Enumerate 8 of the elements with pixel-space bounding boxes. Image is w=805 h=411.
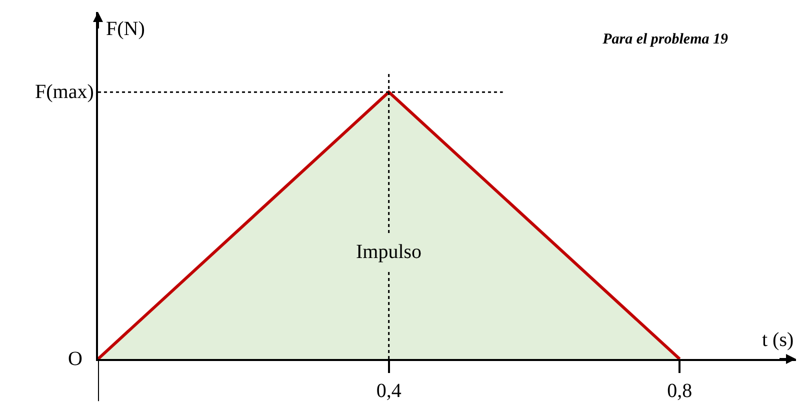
ref-line-label: F(max) (35, 81, 94, 103)
annotation: O (68, 348, 82, 370)
chart-title: Para el problema 19 (602, 31, 728, 48)
y-axis-title: F(N) (106, 18, 145, 40)
annotation: Impulso (356, 241, 422, 263)
x-tick-label: 0,4 (376, 380, 402, 402)
x-tick-label: 0,8 (667, 380, 692, 402)
x-axis-title: t (s) (762, 329, 794, 351)
